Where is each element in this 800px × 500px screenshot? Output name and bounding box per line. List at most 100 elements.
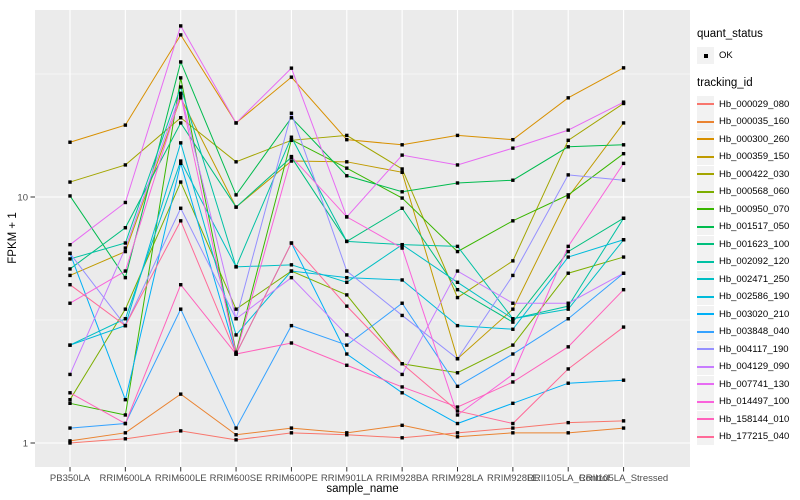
series-color-line-icon [697, 190, 714, 193]
data-point [400, 278, 404, 282]
data-point [566, 367, 570, 371]
x-tick-label: RRIM600PE [265, 473, 318, 484]
data-point [566, 255, 570, 259]
data-point [511, 273, 515, 278]
data-point [345, 431, 349, 435]
series-color-line-icon [697, 278, 714, 281]
data-point [345, 166, 349, 170]
data-point [400, 423, 404, 428]
data-point [455, 287, 460, 292]
legend-key-box [697, 323, 714, 341]
legend-key-box [697, 95, 714, 113]
data-point [400, 436, 404, 440]
data-point [345, 352, 349, 356]
legend-entry-Hb_177215_040: Hb_177215_040 [697, 428, 800, 446]
data-point [123, 323, 128, 328]
data-point [123, 307, 128, 311]
data-point [566, 145, 570, 149]
data-point [68, 372, 72, 377]
legend-label: Hb_004117_190 [719, 343, 789, 355]
data-point [400, 391, 404, 395]
data-point [289, 431, 294, 435]
data-point [289, 137, 294, 142]
series-color-line-icon [697, 155, 714, 158]
data-point [289, 323, 294, 328]
legend-label: Hb_007741_130 [719, 378, 790, 390]
data-point [345, 160, 349, 164]
data-point [621, 426, 626, 430]
legend-title-tracking-id: tracking_id [697, 76, 753, 89]
data-point [511, 421, 515, 426]
data-point [179, 180, 183, 184]
data-point [179, 429, 183, 433]
legend-entry-Hb_004129_090: Hb_004129_090 [697, 358, 800, 376]
series-color-line-icon [697, 138, 714, 141]
data-point [345, 137, 349, 142]
data-point [566, 249, 570, 254]
data-point [123, 397, 128, 402]
series-color-line-icon [697, 208, 714, 211]
data-point [179, 206, 183, 210]
data-point [289, 263, 294, 267]
legend-entry-Hb_002471_250: Hb_002471_250 [697, 270, 800, 289]
data-point [511, 178, 515, 182]
data-point [68, 426, 72, 430]
legend-label: Hb_000300_260 [719, 133, 790, 145]
data-point [621, 161, 626, 166]
legend-entry-Hb_002586_190: Hb_002586_190 [697, 288, 800, 306]
data-point [68, 397, 72, 402]
y-tick-label: 10 [17, 193, 28, 204]
series-color-line-icon [697, 348, 714, 351]
data-point [400, 385, 404, 389]
legend-label: Hb_000422_030 [719, 168, 790, 180]
series-color-line-icon [697, 435, 714, 438]
data-point [566, 431, 570, 435]
data-point [621, 238, 626, 242]
data-point [345, 433, 349, 437]
data-point [400, 196, 404, 200]
data-point [621, 271, 626, 275]
data-point [68, 301, 72, 305]
data-point [621, 121, 626, 125]
data-point [234, 317, 238, 321]
legend-label: Hb_000950_070 [719, 203, 790, 215]
data-point [345, 133, 349, 138]
legend-label: Hb_001623_100 [719, 238, 790, 250]
legend-label-ok: OK [719, 50, 733, 62]
y-tick-label: 1 [23, 439, 28, 450]
data-point [234, 307, 238, 311]
data-point [289, 111, 294, 115]
x-tick-label: RRIM600LE [155, 473, 207, 484]
data-point [511, 431, 515, 435]
series-color-line-icon [697, 383, 714, 386]
data-point [455, 421, 460, 426]
data-point [234, 433, 238, 437]
series-color-line-icon [697, 400, 714, 403]
data-point [123, 421, 128, 426]
data-point [68, 257, 72, 261]
legend-label: Hb_000035_160 [719, 116, 790, 128]
data-point [289, 135, 294, 139]
legend-label: Hb_014497_100 [719, 396, 790, 408]
data-point [68, 194, 72, 198]
x-tick-label: RRII105LA_Control [527, 473, 609, 484]
series-color-line-icon [697, 120, 714, 123]
data-point [123, 246, 128, 250]
legend-label: Hb_001517_050 [719, 221, 790, 233]
data-point [455, 409, 460, 413]
data-point [621, 287, 626, 292]
legend-entry-Hb_007741_130: Hb_007741_130 [697, 375, 800, 394]
data-point [179, 141, 183, 145]
data-point [455, 280, 460, 285]
data-point [455, 405, 460, 409]
data-point [289, 75, 294, 79]
x-tick-label: RRIM928LA [432, 473, 484, 484]
legend-label: Hb_004129_090 [719, 361, 790, 373]
data-point [123, 413, 128, 417]
legend-key-box [697, 200, 714, 218]
data-point [400, 170, 404, 175]
legend-label: Hb_002092_120 [719, 256, 790, 268]
legend-label: Hb_003848_040 [719, 326, 790, 338]
y-axis-title: FPKM + 1 [7, 212, 19, 264]
